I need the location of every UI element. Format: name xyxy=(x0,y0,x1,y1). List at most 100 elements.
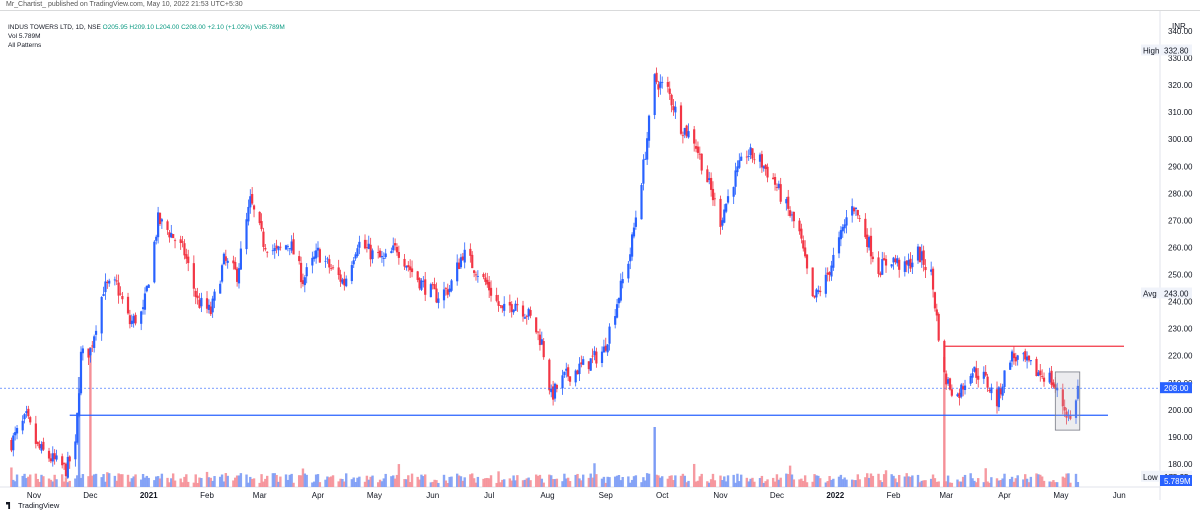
candle-body xyxy=(945,373,948,385)
volume-bar xyxy=(106,472,109,487)
candle-body xyxy=(108,280,111,284)
volume-bar xyxy=(973,480,976,487)
candle-body xyxy=(126,296,130,314)
candle-body xyxy=(580,362,583,365)
candle-body xyxy=(785,199,788,204)
y-tick-label: 200.00 xyxy=(1168,406,1193,415)
volume-bar xyxy=(378,479,382,487)
candle-body xyxy=(181,241,184,243)
candle-body xyxy=(1003,370,1006,387)
candle-body xyxy=(473,270,476,273)
candle-body xyxy=(260,221,263,230)
volume-bar xyxy=(655,474,658,487)
volume-bar xyxy=(1050,481,1053,487)
candle-body xyxy=(78,393,81,416)
candle-body xyxy=(563,371,566,376)
candle-body xyxy=(738,160,741,168)
volume-tag: 5.789M xyxy=(1164,477,1191,486)
candle-body xyxy=(721,220,724,226)
candle-body xyxy=(614,316,617,325)
candle-body xyxy=(879,273,882,276)
candle-body xyxy=(973,366,976,372)
candle-body xyxy=(657,84,660,90)
avg-value-bg xyxy=(1160,287,1192,299)
footer-brand: TradingView xyxy=(18,501,60,510)
candle-body xyxy=(1027,355,1031,361)
low-label: Low xyxy=(1143,473,1158,482)
volume-bar xyxy=(408,482,412,487)
candle-body xyxy=(687,131,690,138)
volume-bar xyxy=(34,473,38,487)
candle-body xyxy=(574,370,577,383)
candle-body xyxy=(1076,385,1079,399)
volume-bar xyxy=(999,480,1002,487)
candle-body xyxy=(497,301,500,306)
volume-bar xyxy=(179,478,182,487)
candle-body xyxy=(1012,353,1016,359)
candle-body xyxy=(971,373,974,378)
legend-symbol[interactable]: INDUS TOWERS LTD, 1D, NSE xyxy=(8,24,101,31)
volume-tag-bg xyxy=(1160,475,1192,486)
candle-body xyxy=(772,177,775,180)
volume-bar xyxy=(692,463,696,487)
candle-body xyxy=(247,206,250,222)
volume-bar xyxy=(1014,478,1018,487)
candle-body xyxy=(1037,372,1040,376)
candle-body xyxy=(104,281,107,293)
candle-body xyxy=(647,115,651,141)
candle-body xyxy=(115,280,118,282)
volume-bar xyxy=(950,482,954,487)
candle-body xyxy=(74,441,77,460)
candle-body xyxy=(397,252,400,258)
tradingview-logo[interactable]: TradingView xyxy=(6,501,59,510)
volume-spike xyxy=(653,427,656,487)
candle-body xyxy=(119,293,122,295)
legend-indicator-row[interactable]: All Patterns xyxy=(8,42,41,49)
candle-body xyxy=(258,211,261,224)
candle-body xyxy=(553,383,557,399)
legend-indicator[interactable]: All Patterns xyxy=(8,42,42,49)
volume-bar xyxy=(600,478,604,487)
candle-body xyxy=(587,361,590,370)
candle-body xyxy=(471,254,474,269)
volume-bar xyxy=(1001,478,1004,487)
candle-body xyxy=(61,456,64,466)
x-tick-label: May xyxy=(367,491,382,500)
x-tick-label: Mar xyxy=(939,491,953,500)
volume-bar xyxy=(732,474,735,487)
candle-body xyxy=(510,304,513,312)
volume-bar xyxy=(881,482,884,487)
volume-bar xyxy=(42,476,45,487)
candle-body xyxy=(864,218,867,238)
volume-bar xyxy=(100,477,103,487)
candle-body xyxy=(495,294,498,301)
volume-bar xyxy=(79,477,83,487)
volume-bar xyxy=(668,475,671,487)
y-tick-label: 280.00 xyxy=(1168,189,1193,198)
y-tick-label: 310.00 xyxy=(1168,108,1193,117)
candle-body xyxy=(36,441,39,444)
volume-bar xyxy=(486,477,489,487)
candle-body xyxy=(681,135,684,137)
volume-bar xyxy=(642,477,645,487)
volume-bar xyxy=(104,481,107,487)
volume-bar xyxy=(736,473,739,487)
candle-body xyxy=(582,359,585,365)
volume-bar xyxy=(976,478,980,487)
candle-body xyxy=(644,158,647,160)
volume-bar xyxy=(247,482,250,487)
candle-body xyxy=(418,278,421,289)
candle-body xyxy=(173,240,177,242)
volume-bar xyxy=(839,474,843,487)
volume-bar xyxy=(512,475,515,487)
candle-body xyxy=(935,309,938,316)
candle-body xyxy=(916,246,920,261)
price-chart[interactable]: 340.00 330.00 320.00 310.00 300.00 290.00 280.… xyxy=(0,11,1200,501)
candle-body xyxy=(198,299,201,308)
volume-bar xyxy=(117,473,120,487)
volume-bar xyxy=(700,473,703,487)
candle-body xyxy=(817,290,820,293)
volume-bar xyxy=(76,475,79,487)
volume-bar xyxy=(867,477,871,487)
candle-body xyxy=(87,348,90,358)
